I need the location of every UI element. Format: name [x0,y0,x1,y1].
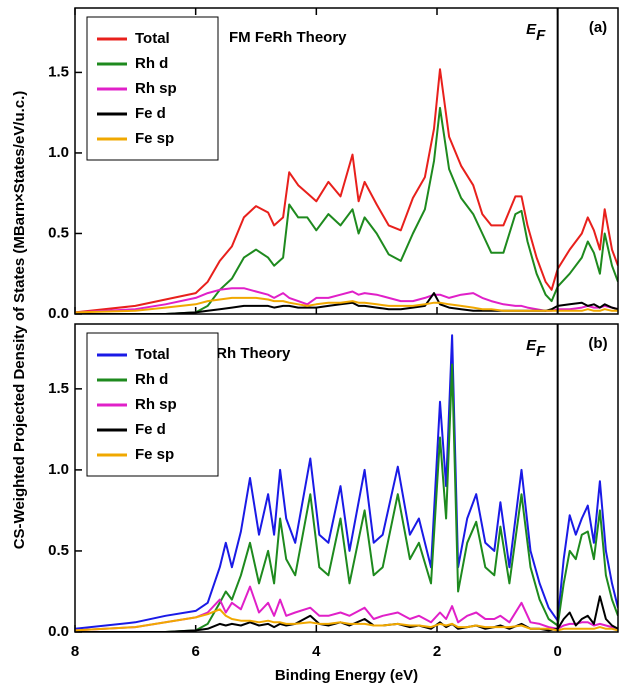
panel-title: FM FeRh Theory [229,29,347,46]
legend-label: Rh sp [135,396,177,413]
panel-label: (b) [588,335,607,352]
legend-label: Fe d [135,105,166,122]
fermi-label: EF [526,337,546,360]
x-tick-label: 8 [71,643,79,660]
x-tick-label: 6 [191,643,199,660]
y-tick-label: 1.0 [48,461,69,478]
legend-label: Total [135,30,170,47]
fermi-subscript: F [536,27,546,44]
fermi-subscript: F [536,343,546,360]
series-line [75,363,618,632]
y-tick-label: 0.5 [48,542,69,559]
y-axis-label: CS-Weighted Projected Density of States … [11,91,28,550]
legend-label: Fe sp [135,130,174,147]
legend-label: Rh sp [135,80,177,97]
legend-label: Rh d [135,371,168,388]
x-tick-label: 0 [553,643,561,660]
y-tick-label: 1.5 [48,63,69,80]
y-tick-label: 1.0 [48,144,69,161]
series-line [75,608,618,632]
legend-label: Fe d [135,421,166,438]
legend-label: Fe sp [135,446,174,463]
x-tick-label: 2 [433,643,441,660]
plot-area [75,334,618,632]
plot-frame [74,7,619,315]
y-tick-label: 0.0 [48,623,69,640]
fermi-label: EF [526,21,546,44]
y-tick-label: 0.0 [48,305,69,322]
y-tick-label: 0.5 [48,224,69,241]
plot-frame [74,323,619,633]
x-axis-label: Binding Energy (eV) [275,667,418,684]
panel-label: (a) [589,19,607,36]
fermi-symbol: E [526,337,537,354]
fermi-symbol: E [526,21,537,38]
legend-label: Rh d [135,55,168,72]
legend-label: Total [135,346,170,363]
x-tick-label: 4 [312,643,321,660]
y-tick-label: 1.5 [48,380,69,397]
series-line [75,334,618,630]
series-line [75,585,618,632]
